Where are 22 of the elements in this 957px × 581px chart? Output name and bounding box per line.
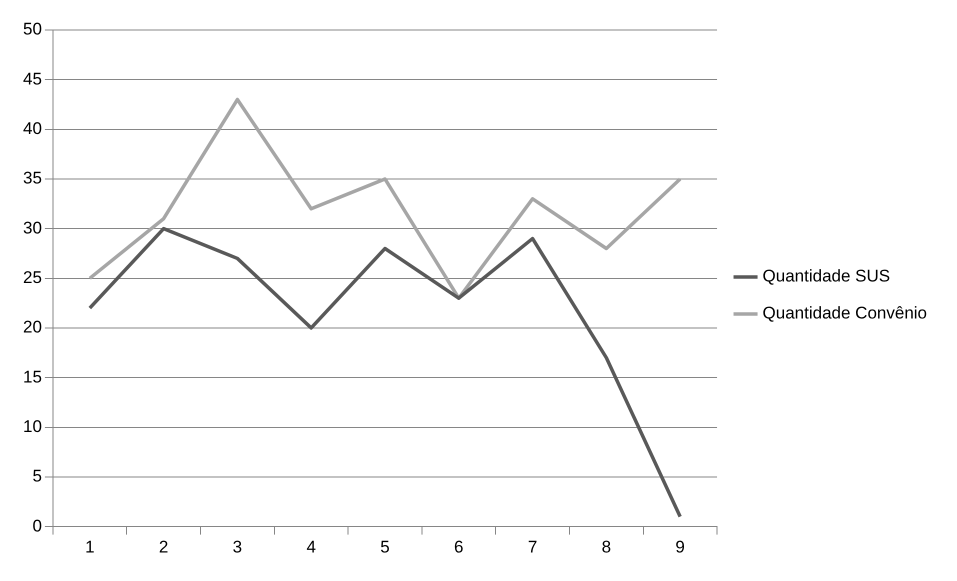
x-tick-label: 8 (602, 537, 612, 556)
x-tick-label: 1 (85, 537, 95, 556)
y-tick-label: 30 (22, 218, 42, 238)
y-tick-label: 0 (32, 516, 42, 536)
x-tick-label: 4 (306, 537, 316, 556)
y-tick-label: 20 (22, 318, 42, 337)
x-tick-label: 6 (454, 537, 464, 556)
y-tick-label: 10 (22, 416, 42, 436)
legend-label: Quantidade Convênio (762, 304, 928, 323)
x-tick-label: 5 (380, 537, 390, 556)
y-tick-label: 15 (22, 367, 42, 386)
x-tick-label: 7 (528, 537, 538, 556)
y-tick-label: 45 (22, 69, 42, 88)
x-tick-label: 9 (675, 537, 685, 556)
y-tick-label: 25 (22, 268, 42, 287)
y-tick-label: 35 (22, 168, 42, 188)
y-tick-label: 50 (22, 20, 42, 39)
y-tick-label: 5 (32, 466, 42, 486)
x-tick-label: 3 (232, 537, 242, 556)
x-tick-label: 2 (158, 537, 168, 556)
legend-label: Quantidade SUS (762, 266, 890, 286)
y-tick-label: 40 (22, 119, 42, 138)
